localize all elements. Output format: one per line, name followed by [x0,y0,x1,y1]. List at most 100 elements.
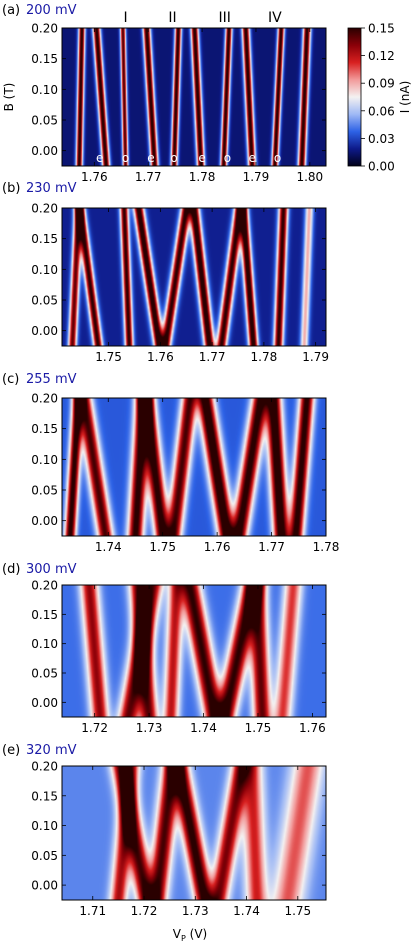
panel-e: (e) 320 mV 1.71 1.72 1.73 1.74 1.75 0.20 0.15 0… [2,743,327,943]
colorbar: 0.15 0.12 0.09 0.06 0.03 0.00 I (nA) [347,22,412,174]
panel-c-plot: 1.74 1.75 1.76 1.77 1.78 0.20 0.15 0.10 0.05 0.00 [31,392,339,555]
parity-label: o [224,151,231,165]
parity-label: o [274,151,281,165]
y-tick-label: 0.05 [31,849,58,863]
panel-d-letter: (d) [2,562,20,577]
y-tick-label: 0.00 [31,324,58,338]
colorbar-tick-label: 0.00 [368,160,395,174]
x-tick-label: 1.74 [190,721,217,735]
panel-d-plot: 1.72 1.73 1.74 1.75 1.76 0.20 0.15 0.10 0.05 0.00 [31,579,327,735]
colorbar-gradient [347,27,362,167]
x-tick-label: 1.74 [233,904,260,918]
y-tick-label: 0.20 [31,202,58,216]
panel-a-ylabel: B (T) [2,83,16,112]
panel-d-bias: 300 mV [26,562,77,577]
y-tick-label: 0.15 [31,789,58,803]
panel-c: (c) 255 mV 1.74 1.75 1.76 1.77 1.78 0.20 0.15 0… [2,372,339,554]
dot-state-label: III [219,10,231,26]
heatmap-image [62,585,326,717]
y-tick-label: 0.20 [31,392,58,406]
parity-label: e [96,151,103,165]
y-tick-label: 0.10 [31,263,58,277]
x-tick-label: 1.75 [149,540,176,554]
dot-state-label: I [124,10,128,26]
panel-b: (b) 230 mV 1.75 1.76 1.77 1.78 1.79 0.20 0.15 0… [2,181,329,364]
y-tick-label: 0.20 [31,579,58,593]
x-tick-label: 1.73 [182,904,209,918]
panel-c-bias: 255 mV [26,372,77,387]
y-tick-label: 0.05 [31,114,58,128]
panel-a-plot: 1.76 1.77 1.78 1.79 1.80 0.20 0.15 0.10 0.05 0.00… [31,10,327,184]
colorbar-tick-label: 0.09 [368,77,395,91]
colorbar-ticks: 0.15 0.12 0.09 0.06 0.03 0.00 [361,22,395,174]
y-tick-label: 0.00 [31,879,58,893]
panel-e-xlabel: VP (V) [173,927,207,943]
x-tick-label: 1.77 [258,540,285,554]
x-tick-label: 1.72 [81,721,108,735]
panel-b-bias: 230 mV [26,181,77,196]
y-tick-label: 0.00 [31,144,58,158]
y-tick-label: 0.10 [31,453,58,467]
y-tick-label: 0.10 [31,819,58,833]
y-tick-label: 0.05 [31,667,58,681]
parity-label: o [122,151,129,165]
x-tick-label: 1.80 [296,170,323,184]
parity-label: e [147,151,154,165]
dot-state-label: II [168,10,176,26]
y-tick-label: 0.20 [31,22,58,36]
colorbar-tick-label: 0.03 [368,132,395,146]
plot-frame [61,207,327,347]
x-tick-label: 1.78 [251,350,278,364]
plot-frame [61,584,327,718]
dot-state-label: IV [268,10,282,26]
y-tick-label: 0.15 [31,52,58,66]
parity-label: e [198,151,205,165]
panel-e-bias: 320 mV [26,743,77,758]
panel-a: (a) 200 mV 1.76 1.77 1.78 1.79 1.80 0.20 0.15 0… [2,3,327,184]
y-tick-label: 0.15 [31,608,58,622]
y-tick-label: 0.05 [31,484,58,498]
y-tick-label: 0.10 [31,83,58,97]
x-tick-label: 1.75 [245,721,272,735]
panel-c-letter: (c) [2,372,19,387]
parity-label: o [170,151,177,165]
x-tick-label: 1.71 [79,904,106,918]
x-tick-label: 1.74 [95,540,122,554]
panel-e-letter: (e) [2,743,20,758]
heatmap-image [62,208,326,346]
y-tick-label: 0.15 [31,232,58,246]
x-tick-label: 1.73 [136,721,163,735]
x-tick-label: 1.76 [81,170,108,184]
x-tick-label: 1.79 [243,170,270,184]
panel-d: (d) 300 mV 1.72 1.73 1.74 1.75 1.76 0.20 0.15 0… [2,562,327,735]
heatmap-image [62,398,326,536]
plot-frame [61,765,327,901]
x-tick-label: 1.72 [131,904,158,918]
colorbar-tick-label: 0.12 [368,49,395,63]
x-tick-label: 1.77 [135,170,162,184]
x-tick-label: 1.77 [199,350,226,364]
y-tick-label: 0.00 [31,696,58,710]
panel-e-plot: 1.71 1.72 1.73 1.74 1.75 0.20 0.15 0.10 0.05 0.00 [31,760,327,918]
heatmap-image [62,28,326,166]
x-tick-label: 1.79 [302,350,329,364]
y-tick-label: 0.10 [31,637,58,651]
colorbar-tick-label: 0.15 [368,22,395,36]
x-tick-label: 1.75 [95,350,122,364]
x-tick-label: 1.78 [189,170,216,184]
colorbar-label: I (nA) [398,81,412,114]
y-tick-label: 0.20 [31,760,58,774]
plot-frame [61,27,327,167]
heatmap-image [62,766,326,900]
panel-a-letter: (a) [2,3,20,18]
x-tick-label: 1.78 [313,540,340,554]
x-tick-label: 1.75 [284,904,311,918]
y-tick-label: 0.00 [31,514,58,528]
panel-b-letter: (b) [2,181,20,196]
plot-frame [61,397,327,537]
panel-b-plot: 1.75 1.76 1.77 1.78 1.79 0.20 0.15 0.10 0.05 0.00 [31,202,329,365]
colorbar-tick-label: 0.06 [368,104,395,118]
panel-a-bias: 200 mV [26,3,77,18]
y-tick-label: 0.05 [31,294,58,308]
